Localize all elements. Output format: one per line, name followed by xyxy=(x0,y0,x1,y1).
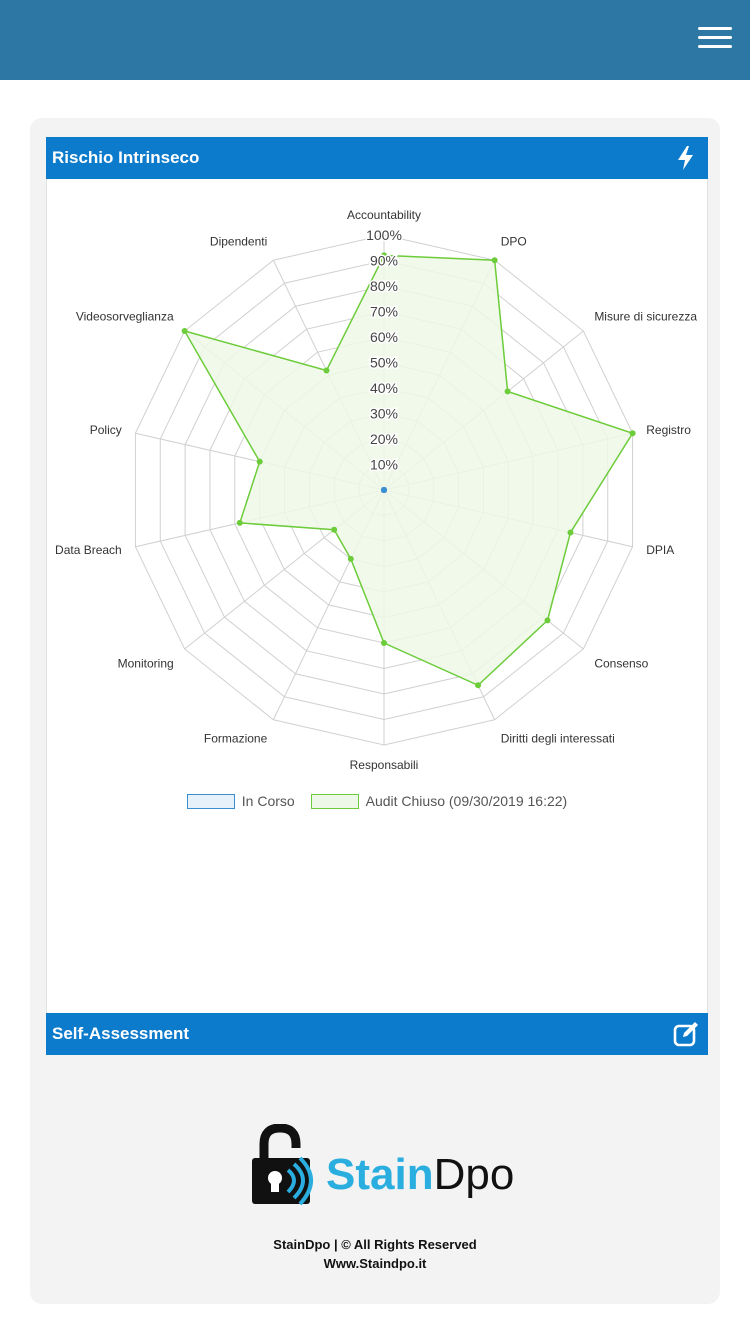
radar-category-label: Monitoring xyxy=(118,657,174,671)
radar-tick-label: 30% xyxy=(370,406,398,422)
radar-point-series-0 xyxy=(381,487,387,493)
footer-website-link[interactable]: Www.Staindpo.it xyxy=(323,1256,427,1271)
radar-point-series-1 xyxy=(629,430,636,437)
hamburger-menu-icon[interactable] xyxy=(698,25,732,51)
radar-category-label: Videosorveglianza xyxy=(76,309,174,323)
radar-tick-label: 60% xyxy=(370,329,398,345)
legend-swatch-in-corso xyxy=(186,793,235,809)
radar-point-series-1 xyxy=(236,519,243,526)
padlock-logo-icon xyxy=(252,1124,313,1206)
radar-tick-label: 10% xyxy=(370,457,398,473)
radar-point-series-1 xyxy=(331,526,338,533)
legend-label-in-corso: In Corso xyxy=(241,793,295,809)
radar-tick-label: 90% xyxy=(370,253,398,269)
brand-name: StainDpo xyxy=(326,1150,514,1200)
legend-item-audit-chiuso[interactable]: Audit Chiuso (09/30/2019 16:22) xyxy=(310,793,568,809)
radar-point-series-1 xyxy=(381,640,387,646)
radar-category-label: Policy xyxy=(90,423,122,437)
radar-point-series-1 xyxy=(544,617,551,624)
radar-series-area-1 xyxy=(183,254,634,687)
legend-label-audit-chiuso: Audit Chiuso (09/30/2019 16:22) xyxy=(365,793,568,809)
lightning-bolt-icon[interactable] xyxy=(672,144,700,172)
radar-tick-label: 40% xyxy=(370,380,398,396)
edit-icon[interactable] xyxy=(672,1020,700,1048)
radar-point-series-1 xyxy=(475,682,482,689)
radar-point-series-1 xyxy=(256,458,263,465)
risk-card-title: Rischio Intrinseco xyxy=(52,148,200,167)
radar-point-series-1 xyxy=(381,252,387,259)
radar-category-label: Responsabili xyxy=(350,758,419,772)
radar-category-label: Diritti degli interessati xyxy=(501,731,615,745)
menu-bar-line xyxy=(698,36,732,39)
radar-chart: 10% 20% 30% 40% 50% 60% 70% 80% 90% 100% Accountab… xyxy=(55,208,697,772)
radar-category-label: Data Breach xyxy=(55,543,122,557)
radar-tick-label: 20% xyxy=(370,431,398,447)
radar-point-series-1 xyxy=(347,555,354,562)
radar-tick-label: 70% xyxy=(370,304,398,320)
radar-category-label: Formazione xyxy=(204,731,268,745)
brand-name-part1: Stain xyxy=(326,1150,434,1199)
radar-category-label: Misure di sicurezza xyxy=(594,309,697,323)
legend-swatch-audit-chiuso xyxy=(310,793,359,809)
legend-item-in-corso[interactable]: In Corso xyxy=(186,793,295,809)
radar-point-series-1 xyxy=(181,328,188,335)
radar-category-label: Dipendenti xyxy=(210,235,267,249)
menu-bar-line xyxy=(698,27,732,30)
radar-category-label: Registro xyxy=(646,423,691,437)
radar-category-label: Accountability xyxy=(347,208,421,222)
radar-point-series-1 xyxy=(504,388,511,395)
top-navbar xyxy=(0,0,750,80)
footer-copyright: StainDpo | © All Rights Reserved xyxy=(273,1237,477,1252)
risk-card-header: Rischio Intrinseco xyxy=(46,137,708,179)
self-assessment-title: Self-Assessment xyxy=(52,1024,190,1043)
self-assessment-header[interactable]: Self-Assessment xyxy=(46,1013,708,1055)
radar-category-label: DPIA xyxy=(646,543,674,557)
radar-category-label: Consenso xyxy=(594,657,648,671)
radar-point-series-1 xyxy=(491,257,498,264)
radar-tick-label: 50% xyxy=(370,355,398,371)
radar-tick-label: 100% xyxy=(366,227,402,243)
brand-name-part2: Dpo xyxy=(433,1150,515,1199)
radar-point-series-1 xyxy=(567,529,574,536)
staindpo-logo: StainDpo xyxy=(250,1122,514,1214)
radar-tick-label: 80% xyxy=(370,278,398,294)
radar-category-label: DPO xyxy=(501,235,527,249)
chart-legend: In Corso Audit Chiuso (09/30/2019 16:22) xyxy=(46,793,708,815)
radar-point-series-1 xyxy=(323,367,330,374)
menu-bar-line xyxy=(698,45,732,48)
